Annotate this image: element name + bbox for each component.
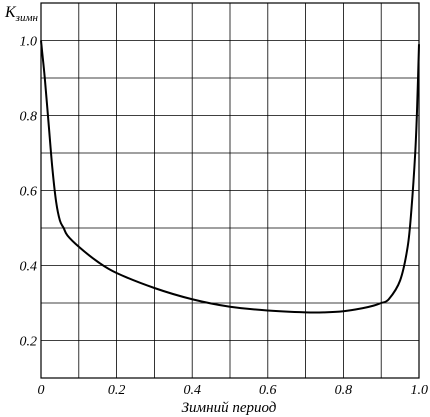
grid (41, 3, 419, 378)
y-tick-labels: 0.2 0.4 0.6 0.8 1.0 (20, 35, 38, 350)
y-tick-label: 1.0 (20, 35, 38, 50)
y-tick-label: 0.4 (20, 260, 38, 275)
plot-frame (40, 2, 420, 379)
y-axis-label-subscript: зимн (15, 12, 39, 24)
y-tick-label: 0.8 (20, 110, 38, 125)
y-axis-label-main: K (4, 4, 17, 21)
x-tick-label: 0 (38, 383, 45, 398)
x-tick-labels: 0 0.2 0.4 0.6 0.8 1.0 (38, 383, 429, 398)
x-tick-label: 0.2 (108, 383, 126, 398)
x-axis-label: Зимний период (182, 400, 277, 416)
x-tick-label: 0.8 (335, 383, 353, 398)
y-tick-label: 0.2 (20, 335, 38, 350)
x-tick-label: 0.4 (183, 383, 201, 398)
series-line (40, 40, 420, 314)
y-tick-label: 0.6 (20, 185, 38, 200)
y-axis-label: Kзимн (4, 4, 38, 24)
x-tick-label: 1.0 (411, 383, 429, 398)
x-tick-label: 0.6 (259, 383, 277, 398)
